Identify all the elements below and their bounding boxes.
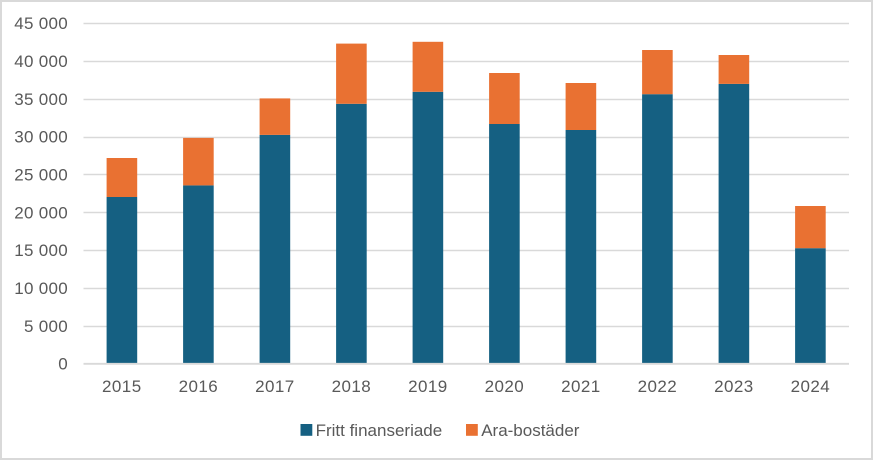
svg-text:2018: 2018 — [332, 377, 372, 396]
svg-text:2015: 2015 — [102, 377, 142, 396]
svg-text:2020: 2020 — [485, 377, 525, 396]
svg-text:2021: 2021 — [561, 377, 601, 396]
svg-text:30 000: 30 000 — [14, 128, 68, 147]
svg-text:2017: 2017 — [255, 377, 295, 396]
svg-text:Fritt finanseriade: Fritt finanseriade — [316, 421, 443, 440]
svg-text:2023: 2023 — [714, 377, 754, 396]
svg-text:10 000: 10 000 — [14, 279, 68, 298]
svg-text:2022: 2022 — [638, 377, 678, 396]
svg-text:0: 0 — [58, 355, 68, 374]
svg-text:35 000: 35 000 — [14, 90, 68, 109]
svg-text:25 000: 25 000 — [14, 166, 68, 185]
svg-text:2016: 2016 — [179, 377, 219, 396]
svg-text:40 000: 40 000 — [14, 52, 68, 71]
svg-text:2019: 2019 — [408, 377, 448, 396]
svg-text:2024: 2024 — [791, 377, 831, 396]
svg-text:20 000: 20 000 — [14, 203, 68, 222]
svg-text:Ara-bostäder: Ara-bostäder — [481, 421, 580, 440]
svg-text:5 000: 5 000 — [24, 317, 68, 336]
svg-text:45 000: 45 000 — [14, 14, 68, 33]
svg-text:15 000: 15 000 — [14, 241, 68, 260]
